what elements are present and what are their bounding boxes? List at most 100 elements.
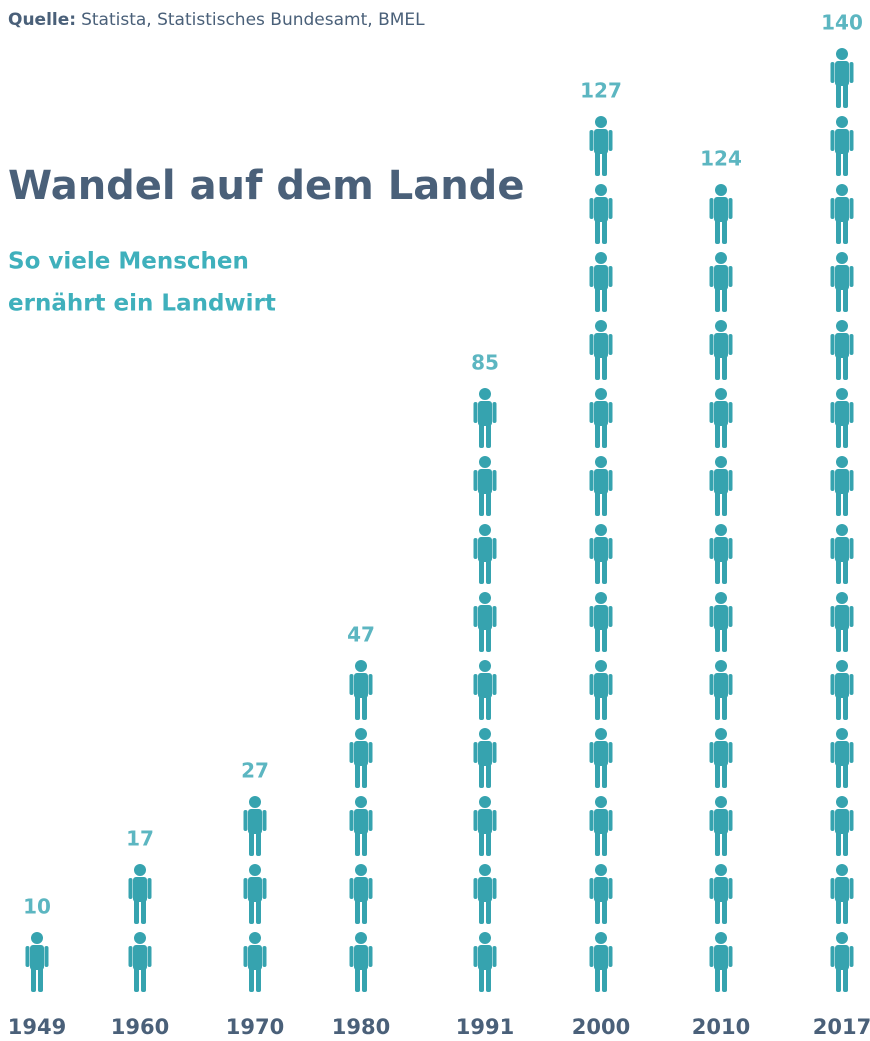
icon-arm: [589, 334, 594, 355]
person-icon: [473, 932, 497, 992]
icon-body: [594, 945, 608, 970]
icon-leg: [843, 286, 848, 312]
icon-leg: [486, 966, 491, 992]
icon-leg: [479, 558, 484, 584]
icon-arm: [608, 742, 613, 763]
icon-head: [595, 388, 607, 400]
icon-arm: [473, 810, 478, 831]
icon-arm: [608, 606, 613, 627]
icon-head: [134, 932, 146, 944]
icon-arm: [589, 402, 594, 423]
icon-leg: [843, 898, 848, 924]
icon-arm: [830, 130, 835, 151]
icon-arm: [830, 62, 835, 83]
icon-head: [479, 524, 491, 536]
person-icon: [830, 660, 854, 720]
icon-leg: [602, 626, 607, 652]
icon-leg: [595, 354, 600, 380]
icon-arm: [849, 402, 854, 423]
icon-leg: [722, 626, 727, 652]
icon-leg: [602, 898, 607, 924]
icon-arm: [608, 334, 613, 355]
person-icon: [830, 184, 854, 244]
icon-arm: [728, 878, 733, 899]
person-icon: [709, 660, 733, 720]
person-icon: [589, 320, 613, 380]
icon-body: [248, 809, 262, 834]
icon-arm: [830, 198, 835, 219]
person-icon: [709, 796, 733, 856]
icon-leg: [486, 830, 491, 856]
icon-body: [478, 945, 492, 970]
icon-leg: [595, 422, 600, 448]
icon-leg: [722, 966, 727, 992]
icon-leg: [836, 694, 841, 720]
icon-arm: [709, 878, 714, 899]
icon-head: [479, 456, 491, 468]
icon-body: [835, 877, 849, 902]
person-icon: [25, 932, 49, 992]
icon-arm: [849, 198, 854, 219]
icon-leg: [602, 422, 607, 448]
icon-head: [479, 932, 491, 944]
icon-arm: [728, 198, 733, 219]
icon-arm: [492, 878, 497, 899]
person-icon: [830, 796, 854, 856]
icon-body: [835, 469, 849, 494]
icon-body: [133, 945, 147, 970]
icon-head: [595, 252, 607, 264]
icon-head: [715, 796, 727, 808]
icon-leg: [836, 490, 841, 516]
source-label: Quelle:: [8, 10, 76, 30]
icon-arm: [709, 810, 714, 831]
icon-body: [835, 197, 849, 222]
person-icon: [709, 932, 733, 992]
icon-leg: [486, 694, 491, 720]
icon-leg: [715, 762, 720, 788]
person-icon: [473, 660, 497, 720]
icon-head: [595, 116, 607, 128]
icon-leg: [602, 286, 607, 312]
icon-body: [835, 741, 849, 766]
icon-arm: [492, 606, 497, 627]
icon-arm: [589, 742, 594, 763]
icon-arm: [44, 946, 49, 967]
icon-leg: [722, 354, 727, 380]
icon-leg: [836, 286, 841, 312]
icon-leg: [836, 626, 841, 652]
icon-arm: [147, 946, 152, 967]
icon-body: [248, 945, 262, 970]
icon-arm: [849, 674, 854, 695]
icon-head: [595, 728, 607, 740]
icon-leg: [843, 82, 848, 108]
icon-arm: [849, 62, 854, 83]
icon-leg: [602, 762, 607, 788]
icon-arm: [608, 130, 613, 151]
icon-body: [354, 673, 368, 698]
icon-leg: [602, 830, 607, 856]
icon-head: [595, 320, 607, 332]
icon-body: [714, 537, 728, 562]
icon-body: [835, 333, 849, 358]
icon-leg: [843, 490, 848, 516]
icon-leg: [595, 830, 600, 856]
icon-body: [714, 741, 728, 766]
person-icon: [473, 728, 497, 788]
icon-leg: [722, 830, 727, 856]
icon-head: [479, 728, 491, 740]
icon-leg: [355, 694, 360, 720]
icon-arm: [492, 538, 497, 559]
icon-leg: [715, 694, 720, 720]
icon-head: [715, 252, 727, 264]
icon-leg: [479, 762, 484, 788]
icon-leg: [843, 626, 848, 652]
icon-arm: [608, 402, 613, 423]
x-tick-label: 1980: [332, 1015, 390, 1039]
icon-leg: [722, 422, 727, 448]
icon-leg: [715, 490, 720, 516]
icon-arm: [243, 810, 248, 831]
person-icon: [349, 728, 373, 788]
person-icon: [128, 932, 152, 992]
icon-arm: [368, 674, 373, 695]
icon-leg: [836, 82, 841, 108]
